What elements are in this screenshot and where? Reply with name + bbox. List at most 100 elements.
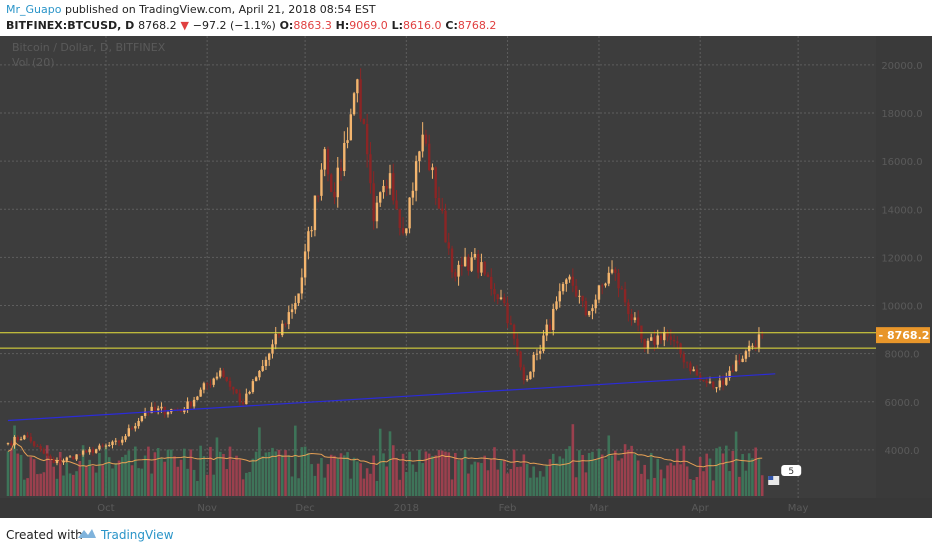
candle-body (108, 444, 111, 446)
open-value: 8863.3 (293, 19, 332, 32)
volume-bar (646, 479, 650, 496)
candle-body (552, 308, 555, 331)
candle-body (490, 276, 493, 290)
support-trendline[interactable] (7, 373, 776, 422)
candle-body (558, 291, 561, 302)
volume-bar (444, 451, 447, 496)
candle-body (349, 114, 353, 141)
candle-body (36, 445, 39, 447)
volume-bar (271, 447, 274, 496)
volume-bar (251, 458, 255, 496)
candle-body (382, 185, 385, 193)
volume-bar (682, 445, 686, 496)
volume-bar (623, 444, 627, 496)
candle-body (437, 198, 441, 209)
candle-body (215, 376, 219, 379)
candle-body (633, 317, 637, 321)
candle-body (111, 441, 114, 445)
chart-watermark-title: Bitcoin / Dollar, D, BITFINEX (12, 41, 166, 54)
candle-body (81, 450, 85, 455)
volume-bar (385, 466, 389, 496)
candle-body (222, 370, 225, 377)
candle-body (117, 440, 121, 443)
candle-body (362, 118, 366, 124)
volume-bar (248, 471, 251, 496)
candle-body (196, 396, 199, 400)
tradingview-logo-icon[interactable] (76, 526, 98, 540)
candle-body (45, 453, 49, 456)
candle-body (202, 383, 206, 390)
candle-body (326, 149, 330, 175)
volume-bar (391, 445, 395, 496)
price-chart[interactable]: 20000.0 18000.0 16000.0 14000.0 12000.0 10000… (0, 36, 932, 518)
candle-body (535, 353, 539, 355)
candle-body (23, 435, 26, 440)
author-link[interactable]: Mr_Guapo (6, 3, 62, 16)
time-tick-label: Mar (590, 503, 610, 514)
time-tick-label: May (788, 503, 809, 514)
volume-bar (636, 460, 640, 496)
volume-bar (264, 452, 268, 496)
candle-body (179, 410, 183, 413)
volume-bar (6, 451, 10, 496)
candle-body (548, 324, 552, 331)
candle-body (499, 297, 503, 300)
volume-bar (78, 460, 82, 496)
volume-bar (258, 427, 261, 496)
price-tick-label: 10000.0 (881, 302, 922, 313)
candle-body (303, 251, 307, 278)
volume-bar (342, 455, 346, 496)
candle-body (695, 369, 699, 376)
volume-bar (169, 449, 173, 496)
volume-bar (130, 465, 134, 496)
tradingview-link[interactable]: TradingView (101, 528, 174, 542)
volume-bar (760, 475, 764, 496)
volume-bar (574, 477, 578, 496)
candle-body (85, 450, 88, 453)
open-label: O: (279, 19, 294, 32)
candle-body (542, 335, 545, 352)
candle-body (741, 358, 744, 362)
volume-bar (418, 449, 421, 496)
candle-body (153, 406, 157, 411)
candle-body (555, 301, 558, 309)
volume-bar (320, 458, 323, 496)
chart-area[interactable]: 20000.0 18000.0 16000.0 14000.0 12000.0 10000… (0, 36, 932, 518)
volume-bar (65, 462, 69, 496)
time-tick-label: Feb (499, 503, 517, 514)
candle-body (506, 303, 509, 324)
candle-body (757, 334, 761, 348)
candle-body (650, 337, 653, 341)
volume-bar (284, 450, 287, 496)
volume-bar (741, 454, 744, 496)
candle-body (166, 412, 170, 415)
candle-body (346, 140, 349, 143)
candle-body (483, 262, 486, 275)
time-axis-background (0, 498, 932, 518)
volume-bar (241, 479, 245, 496)
candle-body (444, 210, 447, 243)
volume-bar (672, 465, 676, 496)
volume-bar (473, 461, 477, 496)
candle-body (519, 351, 522, 368)
volume-bar (49, 456, 52, 496)
candle-body (463, 256, 467, 267)
candle-body (359, 79, 362, 119)
candle-body (614, 269, 617, 273)
price-tick-label: 6000.0 (885, 398, 920, 409)
volume-bar (538, 471, 542, 496)
volume-bar (480, 463, 483, 496)
candle-body (336, 167, 339, 198)
candle-body (98, 445, 101, 450)
candle-body (529, 371, 532, 380)
candle-body (702, 380, 705, 382)
candle-body (607, 272, 610, 284)
candle-body (352, 93, 356, 115)
candle-body (212, 378, 215, 385)
volume-bar (173, 456, 176, 496)
volume-bar (153, 452, 157, 496)
volume-bar (499, 460, 503, 496)
candle-body (238, 393, 242, 403)
last-price: 8768.2 (138, 19, 177, 32)
candle-body (55, 460, 59, 464)
